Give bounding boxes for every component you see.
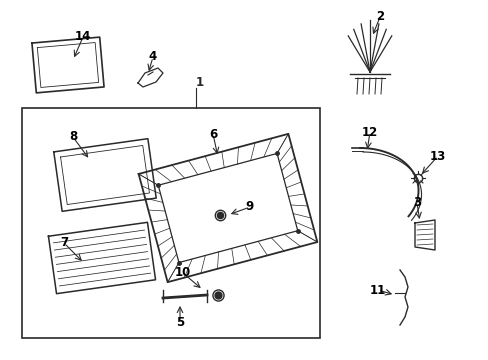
Text: 14: 14 <box>75 31 91 44</box>
Text: 2: 2 <box>375 10 383 23</box>
Bar <box>22 108 319 338</box>
Text: 5: 5 <box>176 316 184 329</box>
Text: 1: 1 <box>196 76 203 89</box>
Text: 10: 10 <box>175 266 191 279</box>
Text: 4: 4 <box>148 50 157 63</box>
Text: 9: 9 <box>245 201 254 213</box>
Text: 3: 3 <box>412 197 420 210</box>
Text: 8: 8 <box>69 130 77 144</box>
Text: 11: 11 <box>369 284 386 297</box>
Text: 7: 7 <box>60 237 68 249</box>
Text: 12: 12 <box>361 126 377 139</box>
Text: 13: 13 <box>429 149 445 162</box>
Text: 6: 6 <box>208 127 217 140</box>
